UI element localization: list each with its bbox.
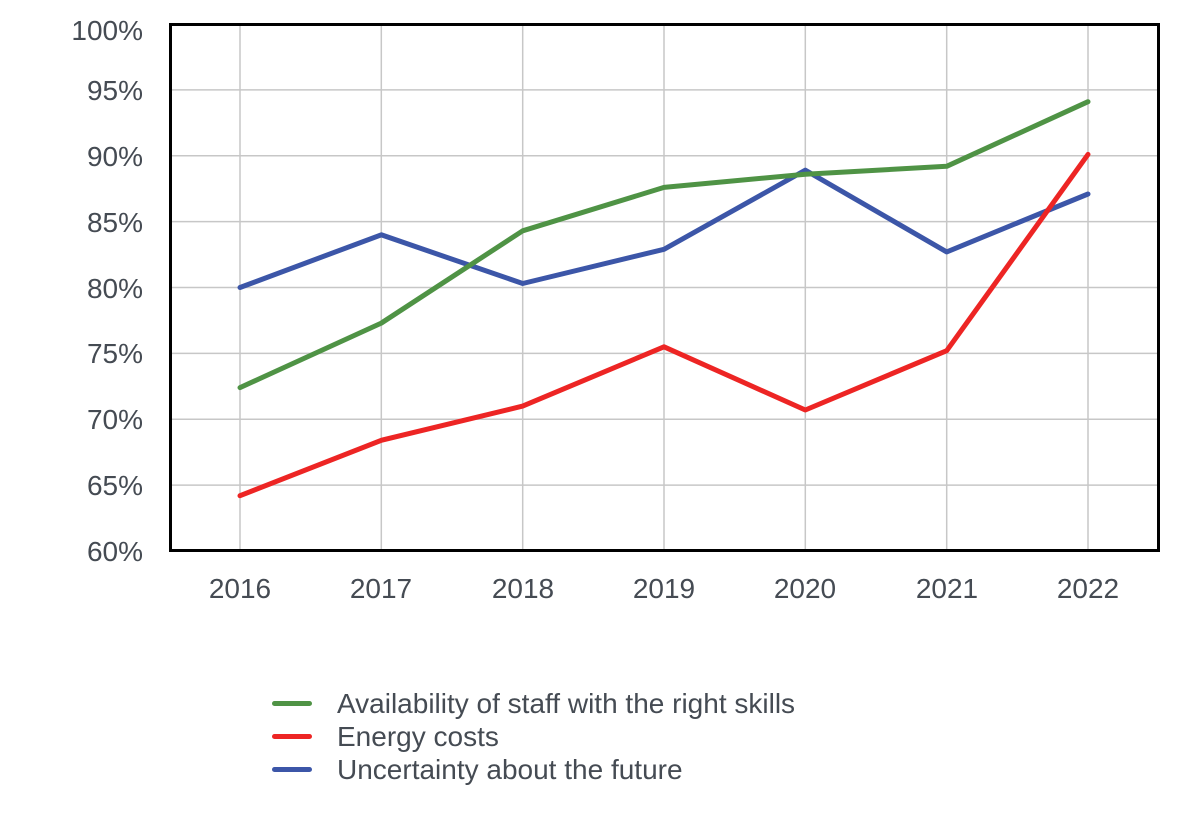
legend-item: Uncertainty about the future (272, 753, 795, 786)
y-axis-tick-label: 80% (86, 273, 143, 304)
x-axis-tick-label: 2021 (915, 573, 979, 604)
legend-label: Energy costs (337, 720, 499, 752)
series-line-2 (237, 167, 1091, 290)
x-axis-tick-label: 2016 (208, 573, 272, 604)
y-axis-tick-label: 95% (86, 75, 143, 106)
y-axis-tick-label: 60% (86, 536, 143, 567)
y-axis-tick-label: 100% (71, 15, 143, 46)
y-axis-tick-label: 90% (86, 141, 143, 172)
legend-item: Energy costs (272, 720, 795, 753)
gridlines (170, 24, 1159, 551)
legend-label: Availability of staff with the right ski… (337, 687, 796, 719)
x-axis-tick-label: 2019 (632, 573, 696, 604)
y-axis-tick-label: 75% (86, 338, 143, 369)
x-axis-tick-label: 2017 (349, 573, 413, 604)
x-axis-tick-label: 2022 (1056, 573, 1120, 604)
plot-border (169, 23, 1160, 552)
y-axis-tick-label: 65% (86, 470, 143, 501)
legend-line-swatch (272, 701, 312, 706)
legend-line-swatch (272, 734, 312, 739)
series-lines (237, 99, 1091, 499)
legend-item: Availability of staff with the right ski… (272, 687, 795, 720)
x-axis-tick-label: 2020 (773, 573, 837, 604)
legend: Availability of staff with the right ski… (272, 687, 795, 786)
legend-label: Uncertainty about the future (337, 753, 683, 785)
legend-line-swatch (272, 767, 312, 772)
y-axis-tick-label: 70% (86, 404, 143, 435)
x-axis-tick-label: 2018 (491, 573, 555, 604)
y-axis-tick-label: 85% (86, 207, 143, 238)
series-line-1 (237, 151, 1091, 499)
series-line-0 (237, 99, 1091, 391)
